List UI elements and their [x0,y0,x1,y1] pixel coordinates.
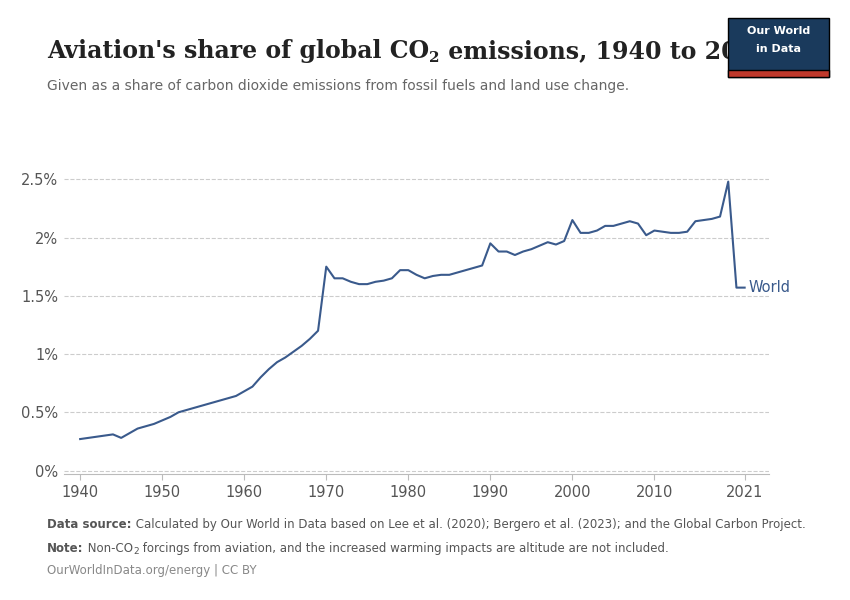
Text: OurWorldInData.org/energy | CC BY: OurWorldInData.org/energy | CC BY [47,564,257,577]
Text: World: World [749,280,790,295]
Text: in Data: in Data [756,44,801,55]
Text: Calculated by Our World in Data based on Lee et al. (2020); Bergero et al. (2023: Calculated by Our World in Data based on… [133,518,806,531]
Text: 2: 2 [429,51,439,65]
Text: Data source:: Data source: [47,518,131,531]
Text: Our World: Our World [747,26,810,36]
Text: 2: 2 [133,547,139,557]
Text: Given as a share of carbon dioxide emissions from fossil fuels and land use chan: Given as a share of carbon dioxide emiss… [47,79,629,93]
Text: Note:: Note: [47,542,83,555]
Text: Non-CO: Non-CO [84,542,133,555]
Text: emissions, 1940 to 2021: emissions, 1940 to 2021 [440,39,771,63]
Text: Aviation's share of global CO: Aviation's share of global CO [47,39,429,63]
Text: forcings from aviation, and the increased warming impacts are altitude are not i: forcings from aviation, and the increase… [139,542,669,555]
